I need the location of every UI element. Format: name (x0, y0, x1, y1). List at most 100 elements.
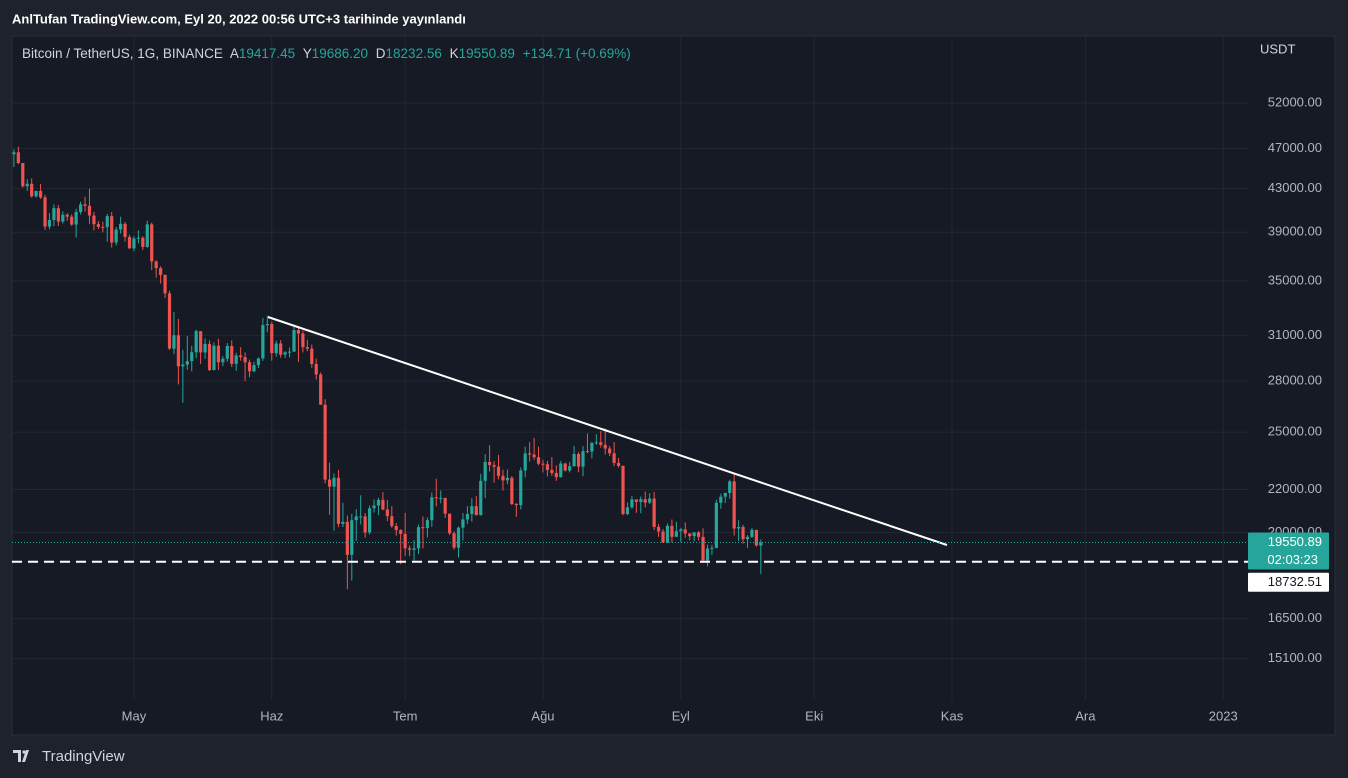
grid: 15100.0016500.0020000.0022000.0025000.00… (12, 36, 1322, 723)
y-tick-label: 25000.00 (1268, 424, 1322, 439)
level-label-box (1248, 572, 1329, 592)
candle-body (319, 374, 323, 405)
candle-body (234, 355, 238, 364)
candle-body (407, 548, 412, 550)
x-tick-label: Tem (393, 708, 418, 723)
axis-unit: USDT (1260, 41, 1295, 56)
candle-body (759, 542, 763, 546)
candle-body (754, 529, 758, 546)
candle-body (599, 442, 603, 445)
candle-body (279, 343, 283, 355)
candle-body (519, 470, 523, 506)
last-price-box (1248, 532, 1329, 570)
candle-body (625, 507, 630, 515)
candle-body (674, 531, 678, 537)
x-tick-label: Ara (1075, 708, 1096, 723)
candle-body (683, 529, 687, 534)
candle-body (737, 526, 741, 529)
candle-body (16, 152, 20, 164)
candle-body (452, 533, 456, 548)
candle-body (648, 498, 652, 503)
chart-panel (11, 35, 1336, 736)
candle-body (483, 461, 487, 481)
legend-label: Y (303, 46, 312, 61)
candle-body (314, 364, 318, 375)
candle-body (390, 516, 394, 527)
last-price-label: 19550.89 (1268, 534, 1322, 549)
candle-body (176, 335, 181, 367)
y-tick-label: 52000.00 (1268, 94, 1322, 109)
candle-body (123, 223, 127, 237)
y-tick-label: 43000.00 (1268, 180, 1322, 195)
legend-label: A (230, 46, 239, 61)
candle-body (141, 237, 145, 247)
legend-label: D (376, 46, 386, 61)
candle-body (723, 492, 727, 497)
legend-value: 19686.20 (312, 46, 368, 61)
candle-body (345, 521, 349, 555)
candle-body (656, 526, 661, 532)
price-lines: 18732.51 19550.89 02:03:23 (12, 532, 1329, 592)
candle-body (154, 261, 158, 269)
y-tick-label: 22000.00 (1268, 481, 1322, 496)
candle-body (470, 506, 474, 515)
candle-body (265, 323, 269, 326)
y-tick-label: 16500.00 (1268, 610, 1322, 625)
candle-body (274, 343, 278, 354)
y-tick-label: 47000.00 (1268, 140, 1322, 155)
candle-body (643, 499, 647, 503)
candle-body (207, 343, 212, 371)
candle-body (439, 497, 443, 499)
candle-body (87, 205, 92, 216)
candle-body (216, 345, 221, 363)
candle-body (443, 497, 447, 514)
candle-body (212, 345, 216, 371)
candle-body (136, 237, 140, 239)
candle-body (501, 475, 505, 481)
candle-body (714, 502, 718, 548)
candle-body (163, 274, 167, 294)
candle-body (159, 268, 163, 275)
candle-body (670, 525, 674, 537)
y-tick-label: 35000.00 (1268, 272, 1322, 287)
candles (12, 146, 763, 590)
candle-body (416, 527, 421, 549)
candle-body (505, 477, 510, 481)
candle-body (572, 453, 576, 467)
candle-body (92, 215, 96, 225)
candle-body (332, 477, 336, 487)
logo-dot (22, 750, 26, 754)
y-tick-label: 31000.00 (1268, 327, 1322, 342)
candle-body (381, 499, 385, 510)
candle-body (56, 208, 60, 222)
candle-body (559, 463, 563, 478)
level-label: 18732.51 (1268, 574, 1322, 589)
candle-body (741, 526, 745, 540)
candle-body (456, 527, 461, 548)
candle-body (350, 520, 354, 555)
x-tick-label: 2023 (1209, 708, 1238, 723)
candle-body (221, 358, 225, 363)
candle-body (679, 529, 683, 532)
candle-body (488, 461, 492, 466)
candle-body (283, 352, 287, 355)
candle-body (194, 331, 198, 353)
candle-body (376, 499, 381, 506)
countdown-label: 02:03:23 (1267, 552, 1318, 567)
candle-body (21, 163, 25, 187)
candle-body (127, 236, 132, 249)
y-tick-label: 28000.00 (1268, 373, 1322, 388)
candle-body (305, 347, 309, 349)
legend: Bitcoin / TetherUS, 1G, BINANCE A19417.4… (22, 46, 631, 61)
candle-body (479, 480, 483, 516)
candle-body (536, 457, 541, 464)
candle-body (448, 513, 452, 534)
candle-body (394, 526, 398, 531)
candle-body (696, 532, 701, 537)
brand: TradingView (42, 748, 125, 765)
candle-body (354, 516, 358, 521)
candle-body (25, 183, 29, 187)
candle-body (550, 469, 554, 474)
x-tick-label: Ağu (531, 708, 554, 723)
